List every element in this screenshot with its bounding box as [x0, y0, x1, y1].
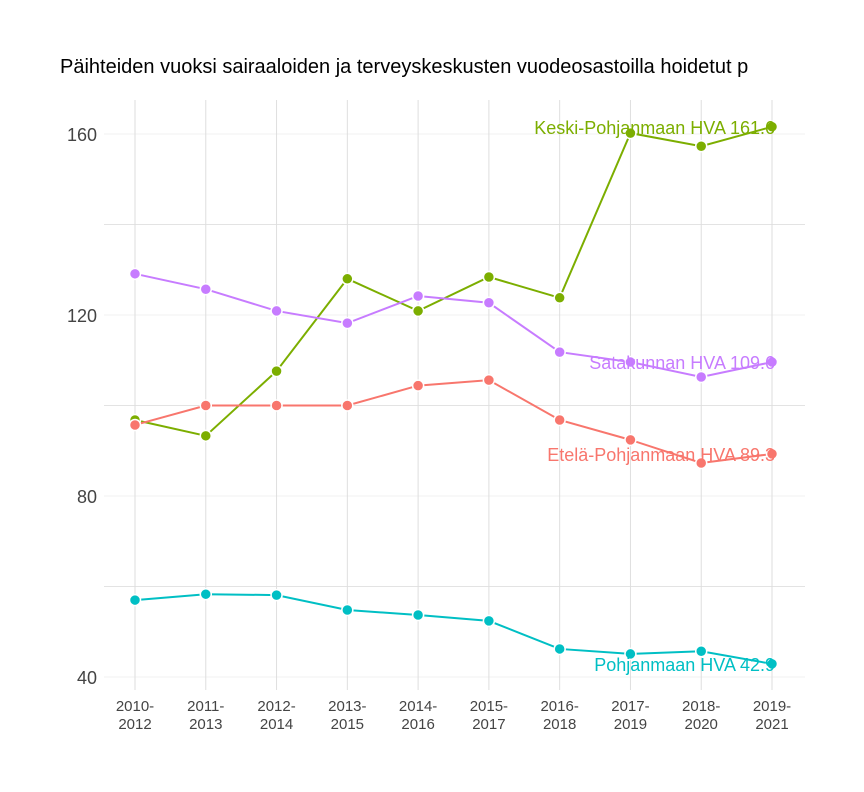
data-point [765, 657, 779, 671]
data-point [270, 399, 283, 412]
data-point [270, 588, 283, 602]
data-point [624, 433, 637, 447]
data-point [553, 345, 566, 359]
series-end-label: Keski-Pohjanmaan HVA 161.6 [534, 118, 775, 138]
data-point [624, 126, 637, 140]
data-point [765, 355, 779, 369]
x-tick-label: 2011-2013 [187, 698, 224, 733]
data-point [553, 291, 566, 305]
x-tick-label: 2014-2016 [399, 698, 437, 733]
series-line [134, 272, 773, 379]
data-point [199, 399, 213, 412]
x-tick-label: 2013-2015 [328, 698, 366, 733]
y-tick-label: 120 [67, 306, 97, 326]
data-point [694, 644, 708, 658]
data-point [482, 270, 496, 284]
data-point [199, 429, 213, 443]
data-point [341, 399, 354, 412]
y-tick-label: 40 [77, 668, 97, 688]
series-line [134, 379, 773, 464]
x-tick-label: 2019-2021 [753, 698, 791, 733]
data-point [341, 316, 354, 330]
x-tick-label: 2017-2019 [611, 698, 649, 733]
series-end-label: Satakunnan HVA 109.6 [589, 353, 775, 373]
x-tick-label: 2010-2012 [116, 698, 154, 733]
data-point [765, 447, 779, 461]
data-point [411, 289, 425, 303]
data-point [765, 120, 779, 134]
data-point [553, 642, 566, 656]
chart-title: Päihteiden vuoksi sairaaloiden ja tervey… [60, 56, 749, 78]
data-point [199, 587, 213, 601]
data-point [341, 603, 354, 617]
data-point [128, 418, 142, 432]
data-point [694, 456, 708, 470]
data-point [341, 272, 354, 286]
data-point [482, 373, 496, 387]
y-tick-label: 80 [77, 487, 97, 507]
data-point [694, 139, 708, 153]
data-point [270, 304, 283, 318]
x-tick-label: 2016-2018 [540, 698, 578, 733]
series-end-label: Pohjanmaan HVA 42.9 [594, 655, 775, 675]
data-point [482, 614, 496, 628]
data-point [694, 370, 708, 384]
data-point [553, 413, 566, 427]
series-end-label: Etelä-Pohjanmaan HVA 89.3 [547, 445, 775, 465]
data-point [411, 379, 425, 392]
data-point [128, 593, 142, 607]
data-point [411, 608, 425, 622]
x-tick-label: 2018-2020 [682, 698, 720, 733]
x-tick-label: 2012-2014 [257, 698, 295, 733]
series-line [134, 593, 773, 665]
data-point [411, 304, 425, 318]
series-line [134, 125, 773, 437]
data-point [624, 647, 637, 661]
data-point [128, 267, 142, 281]
x-tick-label: 2015-2017 [470, 698, 508, 733]
y-tick-label: 160 [67, 125, 97, 145]
data-point [482, 296, 496, 310]
data-point [624, 355, 637, 369]
data-point [199, 282, 213, 296]
data-point [270, 364, 283, 378]
